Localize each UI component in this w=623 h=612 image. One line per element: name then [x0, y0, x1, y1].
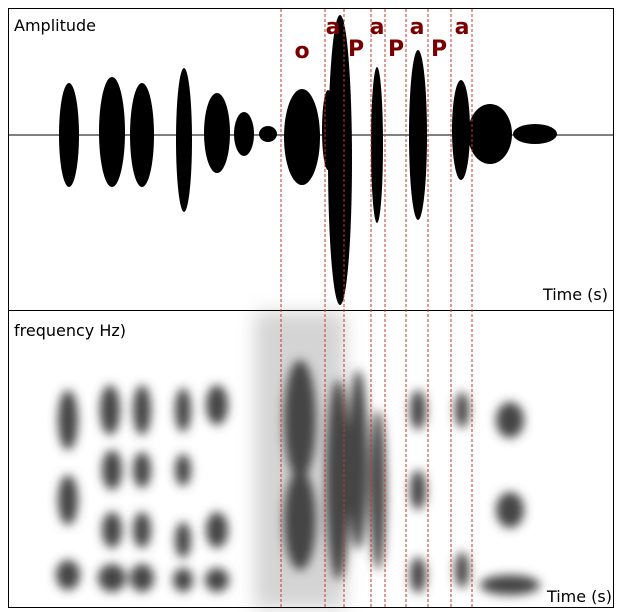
y-label: Amplitude	[14, 16, 96, 35]
y-label: frequency Hz)	[14, 321, 126, 340]
x-label: Time (s)	[542, 285, 608, 304]
segment-label: a	[455, 15, 470, 40]
panel-frame	[8, 310, 614, 608]
segment-label: o	[294, 39, 309, 64]
segment-label: a	[410, 15, 425, 40]
waveform	[9, 15, 613, 305]
segment-label: a	[370, 15, 385, 40]
segment-label: P	[431, 37, 447, 62]
segment-label: P	[348, 37, 364, 62]
x-label: Time (s)	[546, 587, 612, 606]
spectrogram	[56, 312, 540, 608]
segment-label: P	[388, 37, 404, 62]
segment-label: a	[326, 15, 341, 40]
